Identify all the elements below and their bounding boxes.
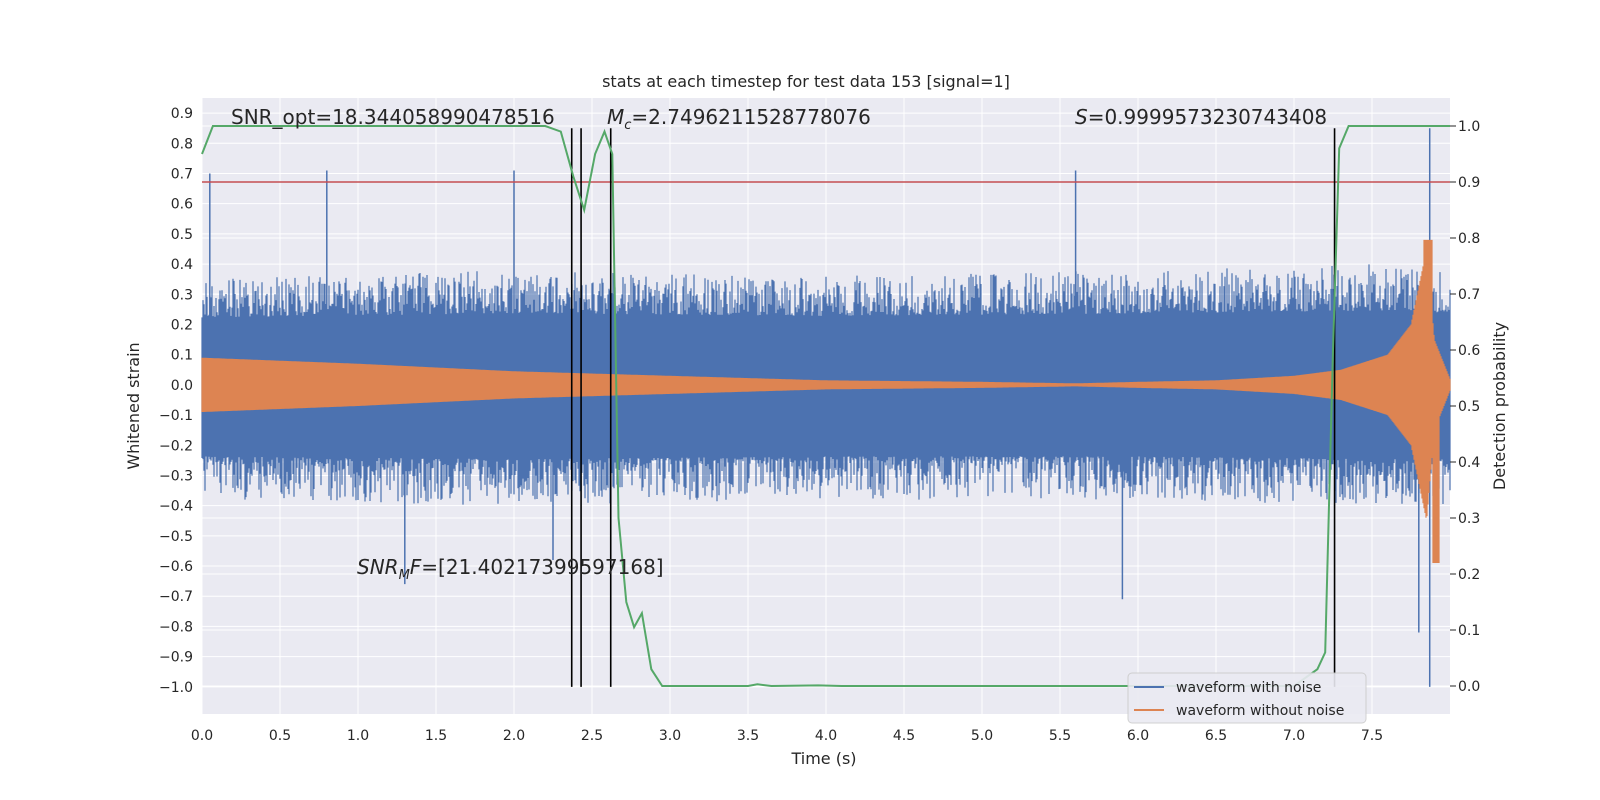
y-left-tick-label: 0.8	[171, 136, 193, 152]
y-right-axis-ticks: 1.0 0.9 0.8 0.7 0.6 0.5 0.4 0.3 0.2 0.1 0.0	[1450, 119, 1480, 695]
snr-mf-subscript: M	[399, 568, 410, 583]
x-tick-label: 0.5	[269, 728, 291, 744]
s-value: =0.9999573230743408	[1088, 105, 1327, 129]
legend: waveform with noise waveform without noi…	[1127, 672, 1367, 724]
legend-box	[1127, 672, 1367, 724]
y-left-tick-label: 0.7	[171, 166, 193, 182]
y-left-tick-label: −0.7	[159, 589, 193, 605]
chart-title: stats at each timestep for test data 153…	[602, 72, 1010, 91]
waveform-without-noise-line	[201, 239, 1451, 563]
x-tick-label: 7.5	[1361, 728, 1383, 744]
mc-subscript: c	[624, 118, 631, 133]
y-right-tick-label: 0.9	[1458, 175, 1480, 191]
y-left-tick-label: 0.3	[171, 287, 193, 303]
y-right-tick-label: 0.8	[1458, 231, 1480, 247]
x-tick-label: 0.0	[191, 728, 213, 744]
x-tick-label: 2.0	[503, 728, 525, 744]
x-tick-label: 4.0	[815, 728, 837, 744]
y-left-tick-label: −1.0	[159, 680, 193, 696]
y-left-axis-label: Whitened strain	[124, 342, 143, 469]
y-right-tick-label: 0.0	[1458, 679, 1480, 695]
x-tick-label: 3.5	[737, 728, 759, 744]
mc-value: =2.7496211528778076	[631, 105, 870, 129]
snr-mf-annotation: SNRMF=[21.40217399597168]	[357, 555, 664, 583]
y-left-tick-label: −0.5	[159, 529, 193, 545]
y-right-tick-label: 0.5	[1458, 399, 1480, 415]
y-left-tick-label: −0.4	[159, 499, 193, 515]
y-right-tick-label: 0.4	[1458, 455, 1480, 471]
y-right-tick-label: 0.3	[1458, 511, 1480, 527]
y-left-tick-label: 0.2	[171, 317, 193, 333]
x-tick-label: 6.5	[1205, 728, 1227, 744]
snr-mf-value: =[21.40217399597168]	[421, 555, 663, 579]
y-left-tick-label: 0.0	[171, 378, 193, 394]
detection-probability-line	[201, 125, 1450, 688]
y-left-tick-label: −0.3	[159, 468, 193, 484]
y-left-tick-label: 0.4	[171, 257, 193, 273]
legend-label-noise: waveform with noise	[1176, 680, 1321, 696]
chirp-trace	[201, 239, 1451, 563]
chirp-mass-annotation: Mc=2.7496211528778076	[607, 105, 871, 133]
y-right-axis-label: Detection probability	[1490, 322, 1509, 490]
x-axis-label: Time (s)	[790, 749, 856, 768]
x-tick-label: 7.0	[1283, 728, 1305, 744]
y-right-tick-label: 1.0	[1458, 119, 1480, 135]
y-right-tick-label: 0.2	[1458, 567, 1480, 583]
snr-mf-mid: F	[410, 555, 422, 579]
probability-trace	[201, 125, 1450, 688]
s-symbol: S	[1075, 105, 1088, 129]
s-annotation: S=0.9999573230743408	[1075, 105, 1327, 129]
y-left-tick-label: 0.6	[171, 197, 193, 213]
mc-symbol: M	[607, 105, 624, 129]
y-left-tick-label: 0.9	[171, 106, 193, 122]
y-left-axis-ticks: 0.9 0.8 0.7 0.6 0.5 0.4 0.3 0.2 0.1 0.0 −0.1 −0.2 −0…	[159, 106, 193, 696]
y-left-tick-label: −0.6	[159, 559, 193, 575]
y-left-tick-label: −0.1	[159, 408, 193, 424]
x-tick-label: 3.0	[659, 728, 681, 744]
y-right-tick-label: 0.7	[1458, 287, 1480, 303]
y-right-tick-label: 0.6	[1458, 343, 1480, 359]
y-left-tick-label: −0.2	[159, 438, 193, 454]
vertical-markers	[570, 128, 1336, 687]
y-left-tick-label: 0.5	[171, 227, 193, 243]
x-tick-label: 1.0	[347, 728, 369, 744]
y-right-tick-label: 0.1	[1458, 623, 1480, 639]
snr-mf-symbol: SNR	[357, 555, 399, 579]
y-left-tick-label: −0.8	[159, 619, 193, 635]
x-tick-label: 4.5	[893, 728, 915, 744]
x-tick-label: 2.5	[581, 728, 603, 744]
snr-opt-annotation: SNR_opt=18.344058990478516	[231, 105, 555, 129]
x-tick-label: 5.0	[971, 728, 993, 744]
legend-label-clean: waveform without noise	[1176, 703, 1344, 719]
y-left-tick-label: −0.9	[159, 650, 193, 666]
x-axis-ticks: 0.0 0.5 1.0 1.5 2.0 2.5 3.0 3.5 4.0 4.5 5.0 5.5 6.0 6…	[191, 728, 1383, 744]
x-tick-label: 5.5	[1049, 728, 1071, 744]
x-tick-label: 6.0	[1127, 728, 1149, 744]
x-tick-label: 1.5	[425, 728, 447, 744]
y-left-tick-label: 0.1	[171, 348, 193, 364]
